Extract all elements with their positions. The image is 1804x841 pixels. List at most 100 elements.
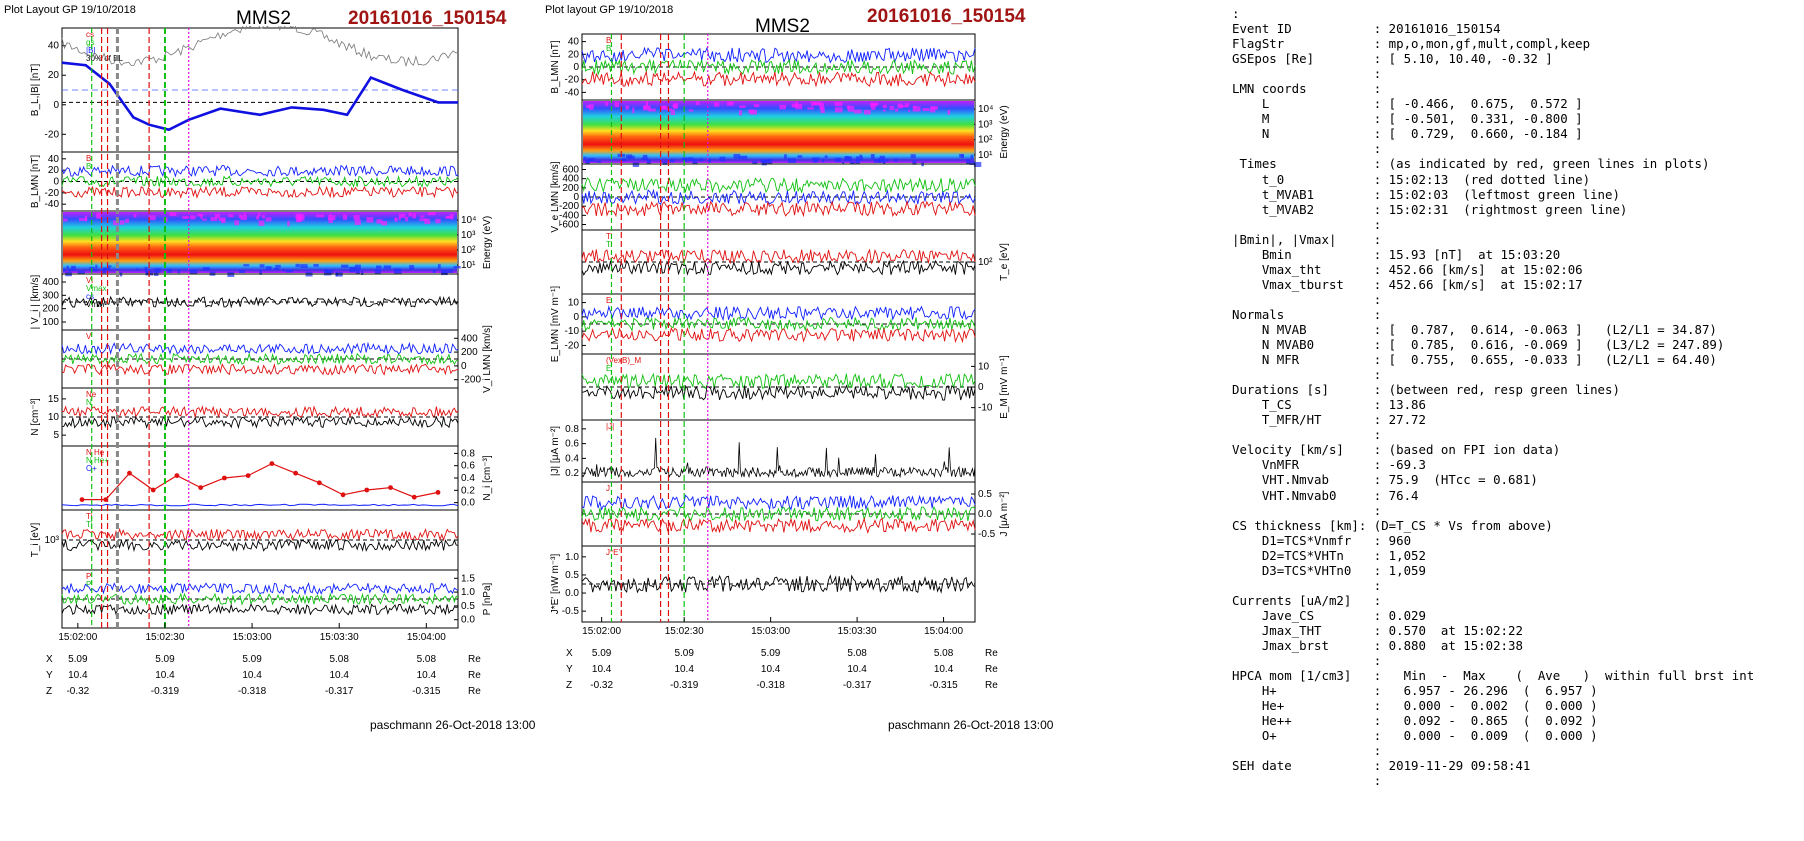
- ephemeris-value: -0.317: [843, 680, 872, 691]
- report-line: H+ : 6.957 - 26.296 ( 6.957 ): [1232, 683, 1598, 699]
- y-tick-label: 0.0: [461, 615, 475, 626]
- spectrogram-speck: [883, 160, 886, 164]
- spectrogram-speck: [912, 160, 917, 165]
- legend-label: Vmax: [86, 284, 106, 293]
- spectrogram-speck: [210, 217, 218, 222]
- spectrogram-speck: [295, 263, 300, 268]
- y-tick-label: 1.0: [461, 587, 475, 598]
- spectrogram-speck: [625, 105, 630, 110]
- x-tick-label: 15:02:30: [665, 626, 704, 637]
- report-line: L : [ -0.466, 0.675, 0.572 ]: [1232, 96, 1583, 112]
- spectrogram-speck: [133, 214, 137, 218]
- report-line: He+ : 0.000 - 0.002 ( 0.000 ): [1232, 698, 1598, 714]
- y-tick-label: 5: [53, 430, 59, 441]
- ephemeris-value: 5.09: [674, 648, 694, 659]
- spectrogram-speck: [394, 218, 397, 221]
- ephemeris-value: 10.4: [68, 670, 88, 681]
- spectrogram-speck: [95, 264, 98, 269]
- y-tick-label: 200: [461, 347, 478, 358]
- series-N-He+: [82, 462, 439, 501]
- spectrogram-speck: [855, 160, 860, 164]
- spectrogram-speck: [708, 158, 711, 163]
- series-line: [581, 199, 976, 218]
- spectrogram-speck: [662, 161, 668, 165]
- y-tick-label: 10: [568, 298, 580, 309]
- series-line: [581, 517, 976, 534]
- legend-label: (VexB)_M: [606, 356, 641, 365]
- spectrogram-speck: [323, 270, 332, 276]
- spectrogram-speck: [625, 154, 633, 159]
- spectrogram-speck: [101, 268, 107, 274]
- spectrogram-speck: [342, 214, 347, 220]
- report-line: He++ : 0.092 - 0.865 ( 0.092 ): [1232, 713, 1598, 729]
- spectrogram-speck: [818, 102, 824, 107]
- spectrogram-speck: [424, 218, 431, 225]
- spectrogram-speck: [648, 108, 656, 112]
- y-tick-label: 10¹: [978, 150, 993, 161]
- spectrogram-speck: [68, 268, 71, 273]
- legend-label: 30% of BL: [86, 54, 123, 63]
- spectrogram-speck: [819, 105, 824, 110]
- panel-5: 400 200 0 -200 V_i LMN [km/s] V: [61, 325, 493, 393]
- y-tick-label: 400: [461, 333, 478, 344]
- panel-5: 10 0 -10 -20 E_LMN [mV m⁻¹] E: [550, 286, 976, 362]
- spectrogram-speck: [395, 217, 398, 222]
- spectrogram-speck: [813, 102, 818, 106]
- y-tick-label: -0.5: [978, 529, 996, 540]
- y-axis-label: E_M [mV m⁻¹]: [999, 355, 1010, 419]
- y-tick-label: 0: [53, 177, 59, 188]
- spectrogram-speck: [621, 158, 627, 162]
- spectrogram-speck: [405, 216, 409, 222]
- spectrogram-speck: [719, 156, 726, 162]
- y-tick-label: 20: [48, 70, 60, 81]
- legend-label: J: [606, 484, 610, 493]
- series-line: [581, 58, 976, 76]
- y-tick-label: 0.8: [461, 448, 475, 459]
- spectrogram-speck: [879, 155, 885, 159]
- ephemeris-value: -0.317: [325, 686, 354, 697]
- y-tick-label: 400: [42, 277, 59, 288]
- x-tick-label: 15:02:00: [58, 632, 97, 643]
- legend-label: N: [86, 398, 92, 407]
- series-line: [61, 539, 459, 553]
- panel-7: 0.80.60.40.20.0N_i [cm⁻³]N HeN He+O+: [61, 445, 493, 511]
- panel-frame: [581, 419, 976, 483]
- report-line: Normals :: [1232, 306, 1382, 322]
- spectrogram-speck: [632, 107, 635, 114]
- spectrogram-speck: [398, 216, 401, 221]
- y-tick-label: 10: [978, 361, 990, 372]
- x-tick-label: 15:04:00: [924, 626, 963, 637]
- ephemeris-label: Z: [46, 686, 52, 697]
- spectrogram-speck: [190, 215, 196, 220]
- spectrogram-speck: [688, 109, 694, 112]
- y-axis-label: | V_i | [km/s]: [30, 274, 41, 329]
- y-tick-label: -40: [565, 87, 580, 98]
- spectrogram-speck: [316, 214, 324, 218]
- report-line: N MVAB0 : [ 0.785, 0.616, -0.069 ] (L3/L…: [1232, 337, 1725, 353]
- spectrogram-speck: [682, 157, 688, 161]
- spectrogram-speck: [847, 106, 855, 112]
- spectrogram-speck: [354, 264, 361, 270]
- report-line: N : [ 0.729, 0.660, -0.184 ]: [1232, 126, 1583, 142]
- report-line: Durations [s] : (between red, resp green…: [1232, 382, 1620, 398]
- spectrogram-speck: [727, 101, 734, 106]
- ephemeris-value: -0.32: [66, 686, 89, 697]
- series-line: [61, 352, 459, 366]
- ephemeris-value: 10.4: [417, 670, 437, 681]
- spectrogram-speck: [393, 268, 402, 274]
- spectrogram-speck: [642, 154, 648, 159]
- spectrogram-speck: [752, 160, 758, 164]
- spectrogram-speck: [687, 157, 694, 162]
- spectrogram-speck: [929, 106, 936, 113]
- report-line: N MFR : [ 0.755, 0.655, -0.033 ] (L2/L1 …: [1232, 352, 1717, 368]
- spectrogram-speck: [846, 105, 850, 110]
- spectrogram-speck: [167, 268, 172, 273]
- y-tick-label: 200: [42, 304, 59, 315]
- y-tick-label: -400: [559, 210, 579, 221]
- y-tick-label: 0: [573, 62, 579, 73]
- spectrogram-speck: [285, 269, 293, 273]
- series-line: [581, 384, 976, 401]
